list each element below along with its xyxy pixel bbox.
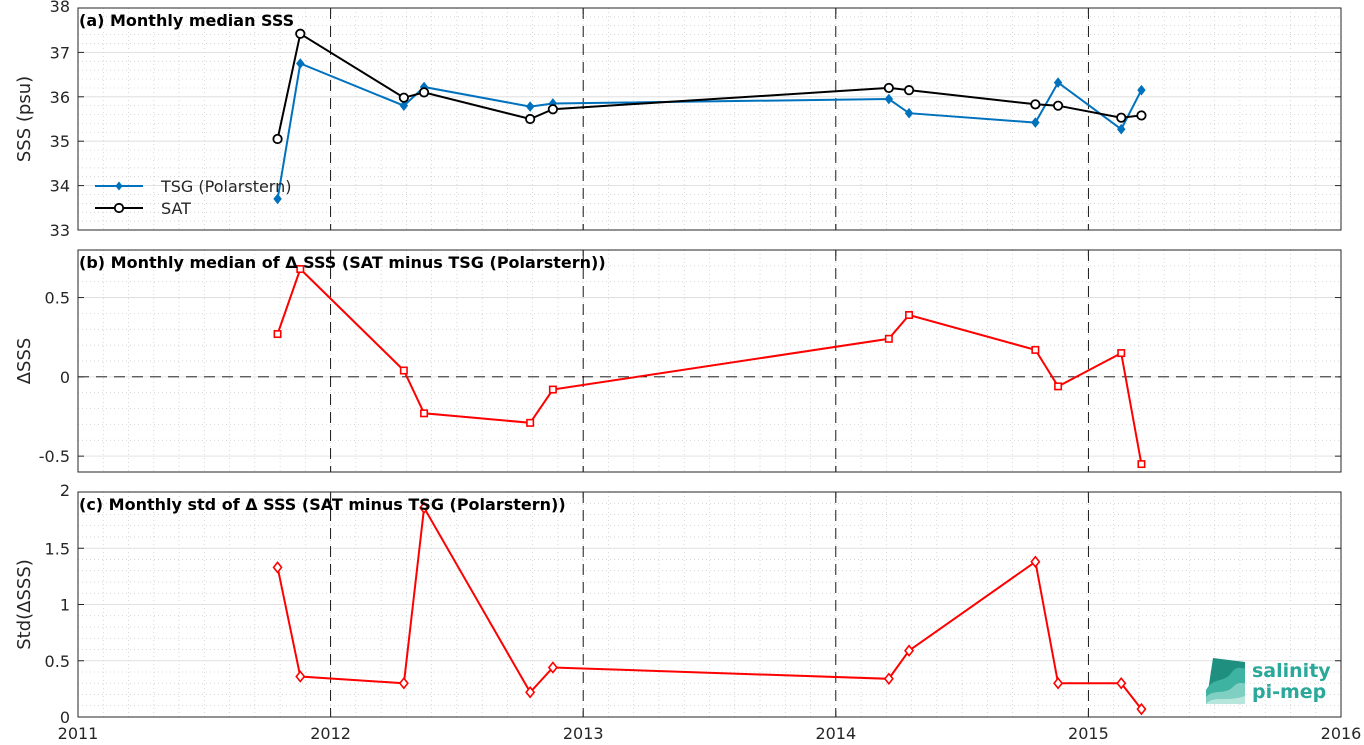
x-tick-label: 2016 xyxy=(1321,724,1362,743)
data-point xyxy=(1054,382,1063,391)
x-tick-label: 2011 xyxy=(58,724,99,743)
data-point xyxy=(1052,100,1064,111)
data-point xyxy=(398,92,409,103)
panel-a-monthly-median-sss: 33 34 35 36 37 38 SSS (psu) (a) Monthly median … xyxy=(14,0,1342,240)
y-tick-label: 1 xyxy=(60,596,70,615)
data-point xyxy=(884,93,894,105)
data-point xyxy=(418,87,430,98)
data-point xyxy=(905,311,914,320)
x-tick-label: 2012 xyxy=(310,724,351,743)
data-point xyxy=(420,409,429,418)
series-sat xyxy=(272,28,1147,145)
data-point xyxy=(526,418,535,427)
data-point xyxy=(1116,112,1127,123)
y-tick-label: 36 xyxy=(50,88,70,107)
data-point xyxy=(1030,99,1041,110)
y-tick-label: 1.5 xyxy=(45,539,70,558)
data-point xyxy=(399,366,408,375)
data-point xyxy=(883,82,894,94)
data-point xyxy=(419,501,430,515)
data-point xyxy=(1136,110,1147,121)
panel-c-std-delta-sss: 0 0.5 1 1.5 2 2011 2012 2013 2014 2015 2016 Std(ΔSS… xyxy=(14,481,1361,743)
legend-item: SAT xyxy=(95,199,191,218)
salinity-pi-mep-logo: salinity pi-mep xyxy=(1206,658,1331,704)
data-point xyxy=(884,334,893,343)
data-point xyxy=(1137,460,1146,469)
data-point xyxy=(547,661,558,674)
data-point xyxy=(1031,117,1040,128)
data-point xyxy=(1116,676,1127,690)
data-point xyxy=(1030,555,1041,569)
panel-title: (a) Monthly median SSS xyxy=(79,11,294,30)
x-tick-label: 2014 xyxy=(815,724,856,743)
series-delta-sss xyxy=(273,265,1146,469)
data-point xyxy=(1053,77,1063,88)
legend-label: TSG (Polarstern) xyxy=(160,177,291,196)
logo-line2: pi-mep xyxy=(1252,681,1326,703)
y-tick-label: 0.5 xyxy=(45,289,70,308)
y-tick-label: 38 xyxy=(50,0,70,16)
legend-item: TSG (Polarstern) xyxy=(95,177,291,196)
y-axis-label: SSS (psu) xyxy=(14,76,35,162)
data-point xyxy=(399,100,409,111)
y-tick-label: 0 xyxy=(60,708,70,727)
legend: TSG (Polarstern) SAT xyxy=(95,177,291,218)
data-point xyxy=(272,561,283,574)
y-tick-label: 0.5 xyxy=(45,652,70,671)
legend-marker xyxy=(115,181,123,191)
data-point xyxy=(1053,676,1064,690)
series-line xyxy=(276,504,1143,710)
minor-grid xyxy=(77,7,1342,231)
data-point xyxy=(296,58,305,69)
wave-logo-icon xyxy=(1206,658,1245,704)
data-point xyxy=(1136,702,1147,716)
data-point xyxy=(1116,123,1126,135)
data-point xyxy=(273,193,282,205)
legend-marker xyxy=(113,202,125,214)
series-line xyxy=(276,267,1143,465)
series-line xyxy=(276,62,1143,200)
logo-line1: salinity xyxy=(1252,660,1331,682)
y-axis-label: ΔSSS xyxy=(14,338,35,385)
y-axis-label: Std(ΔSSS) xyxy=(14,559,35,650)
data-point xyxy=(525,101,535,112)
data-point xyxy=(1137,84,1146,96)
data-point xyxy=(904,644,915,657)
data-point xyxy=(295,28,306,39)
data-point xyxy=(883,672,894,686)
y-tick-label: 35 xyxy=(50,132,70,151)
data-point xyxy=(904,107,914,119)
y-tick-label: 0 xyxy=(60,368,70,387)
series-delta-sss xyxy=(272,501,1147,716)
panel-title: (b) Monthly median of Δ SSS (SAT minus T… xyxy=(79,253,606,272)
axes-box xyxy=(77,7,1342,231)
data-point xyxy=(1031,345,1040,354)
y-tick-label: 37 xyxy=(50,43,70,62)
y-tick-label: 34 xyxy=(50,177,70,196)
x-tick-label: 2015 xyxy=(1068,724,1109,743)
data-point xyxy=(272,133,283,145)
data-point xyxy=(273,330,282,339)
data-point xyxy=(547,104,558,115)
data-point xyxy=(548,385,557,394)
y-tick-label: 2 xyxy=(60,481,70,500)
data-point xyxy=(295,670,306,683)
y-tick-label: 33 xyxy=(50,221,70,240)
data-point xyxy=(296,265,305,274)
data-point xyxy=(525,685,536,699)
data-point xyxy=(525,113,536,125)
panel-title: (c) Monthly std of Δ SSS (SAT minus TSG … xyxy=(79,495,566,514)
panel-b-median-delta-sss: -0.5 0 0.5 ΔSSS (b) Monthly median of Δ SSS … xyxy=(14,249,1342,473)
data-point xyxy=(398,676,409,690)
series-line xyxy=(276,32,1142,140)
axes-box xyxy=(77,249,1342,473)
data-point xyxy=(903,85,915,96)
data-point xyxy=(1117,349,1126,358)
legend-label: SAT xyxy=(161,199,191,218)
x-tick-label: 2013 xyxy=(563,724,604,743)
y-tick-label: -0.5 xyxy=(39,447,70,466)
